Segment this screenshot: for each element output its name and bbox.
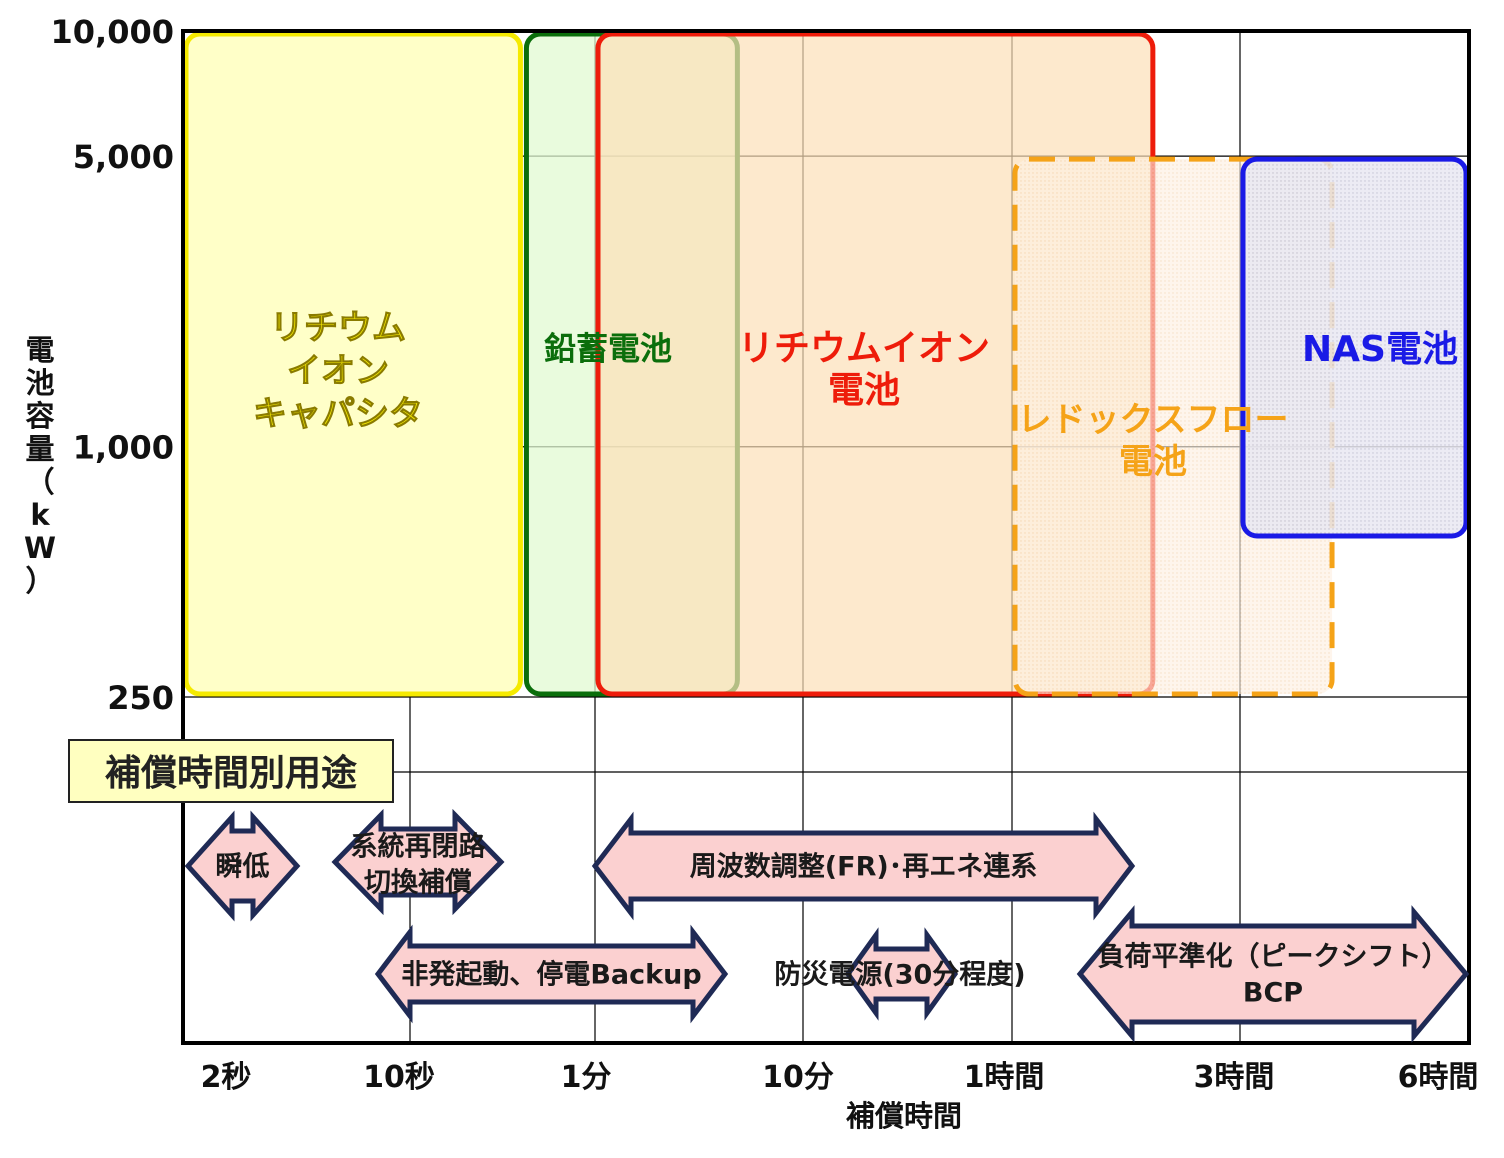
lithium-ion-capacitor-label: キャパシタ: [253, 394, 423, 434]
y-tick-label: 10,000: [51, 13, 174, 51]
y-tick-label: 250: [107, 679, 174, 717]
y-axis: 10,000 5,000 1,000 250: [51, 13, 174, 717]
voltage-sag-arrow: [184, 810, 301, 922]
plot-frame: [181, 29, 1471, 1045]
lithium-ion-battery-label: 電池: [828, 370, 900, 411]
y-axis-label-char: 量: [25, 432, 54, 466]
reclosing-label: 系統再閉路: [351, 831, 487, 863]
load-leveling-group: 負荷平準化（ピークシフト） BCP: [1076, 905, 1470, 1043]
lithium-ion-battery-label: リチウムイオン: [738, 328, 990, 369]
y-axis-label-char: W: [24, 531, 56, 565]
load-leveling-label: BCP: [1243, 978, 1303, 1009]
x-tick-label: 1時間: [964, 1060, 1045, 1095]
nas-battery-label: NAS電池: [1302, 329, 1458, 370]
backup-start-group: 非発起動、停電Backup: [374, 924, 729, 1024]
y-axis-label-char: k: [30, 498, 50, 532]
backup-start-arrow: [374, 924, 729, 1024]
x-axis-label: 補償時間: [845, 1099, 962, 1133]
y-axis-label-char: 容: [25, 399, 54, 433]
x-tick-label: 10秒: [363, 1060, 435, 1095]
voltage-sag-group: 瞬低: [184, 810, 301, 922]
x-tick-label: 10分: [762, 1060, 834, 1095]
y-axis-label-char: ）: [25, 564, 54, 598]
battery-ranges: [183, 31, 1469, 697]
x-tick-label: 1分: [561, 1060, 612, 1095]
x-tick-label: 2秒: [201, 1060, 252, 1095]
disaster-power-arrow: [844, 927, 959, 1021]
y-axis-label-char: 電: [25, 333, 54, 367]
disaster-power-label: 防災電源(30分程度): [774, 959, 1025, 991]
frequency-regulation-arrow: [591, 811, 1136, 921]
lead-acid-battery-label: 鉛蓄電池: [544, 330, 672, 368]
reclosing-label: 切換補償: [364, 868, 472, 899]
disaster-power-group: 防災電源(30分程度): [774, 927, 1026, 1021]
y-axis-label-char: 池: [25, 366, 54, 400]
frequency-regulation-group: 周波数調整(FR)･再エネ連系: [591, 811, 1136, 921]
redox-flow-battery-label: レドックスフロー: [1018, 400, 1289, 440]
reclosing-arrow: [331, 808, 505, 916]
lithium-ion-capacitor-range: [183, 31, 523, 697]
nas-battery-range: [1240, 156, 1469, 539]
lithium-ion-capacitor-label: リチウム: [270, 308, 406, 348]
y-tick-label: 5,000: [73, 138, 174, 176]
y-tick-label: 1,000: [73, 429, 174, 467]
load-leveling-arrow: [1076, 905, 1470, 1043]
x-tick-label: 6時間: [1398, 1060, 1479, 1095]
redox-flow-battery-label: 電池: [1119, 442, 1187, 482]
frequency-regulation-label: 周波数調整(FR)･再エネ連系: [690, 851, 1037, 883]
applications-title-box: [68, 739, 394, 803]
applications-title: 補償時間別用途: [105, 752, 357, 794]
y-axis-label-char: （: [25, 465, 54, 499]
backup-start-label: 非発起動、停電Backup: [401, 959, 701, 991]
voltage-sag-label: 瞬低: [216, 852, 270, 883]
lithium-ion-capacitor-label: イオン: [287, 351, 389, 391]
load-leveling-label: 負荷平準化（ピークシフト）: [1098, 941, 1449, 973]
x-tick-label: 3時間: [1194, 1060, 1275, 1095]
